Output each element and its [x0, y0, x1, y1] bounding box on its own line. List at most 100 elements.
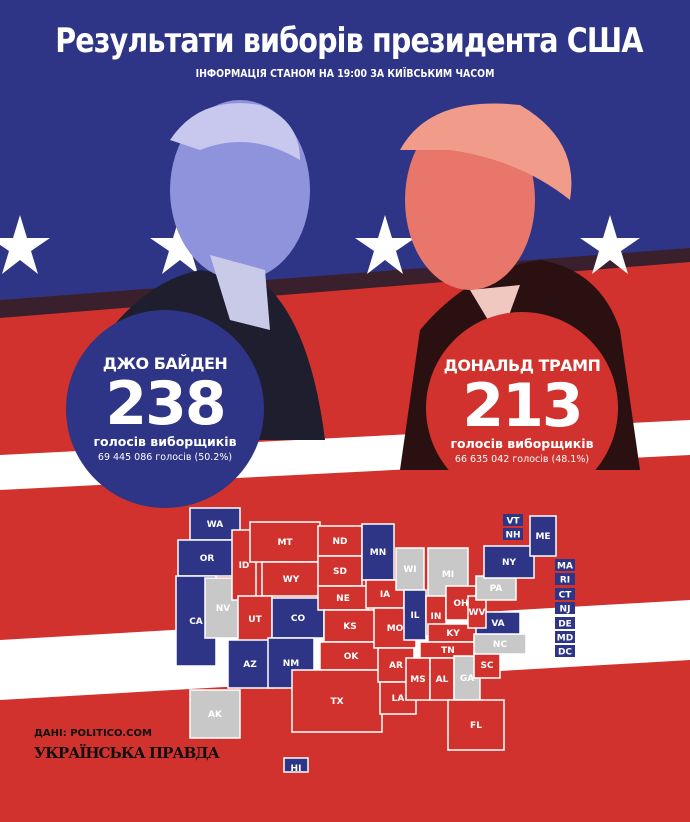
state-nv[interactable]: NV [204, 577, 242, 639]
state-shape[interactable] [555, 602, 575, 614]
state-shape[interactable] [555, 645, 575, 657]
state-label: WA [207, 520, 224, 530]
state-shape[interactable] [361, 523, 395, 581]
state-pa[interactable]: PA [475, 575, 517, 601]
popular-votes: 66 635 042 голосів (48.1%) [454, 454, 590, 465]
state-wa[interactable]: WA [189, 507, 241, 541]
page-title: Результати виборів президента США [55, 21, 643, 61]
state-md[interactable]: MD [555, 631, 575, 644]
state-ok[interactable]: OK [319, 641, 383, 671]
state-label: WV [469, 608, 486, 618]
state-label: AZ [243, 660, 257, 670]
state-shape[interactable] [395, 547, 425, 591]
star-icon [0, 215, 50, 274]
state-nc[interactable]: NC [473, 633, 527, 655]
state-shape[interactable] [555, 559, 575, 571]
state-ny[interactable]: NY [483, 545, 535, 579]
electoral-votes: 213 [462, 371, 583, 441]
state-wi[interactable]: WI [395, 547, 425, 591]
state-label: MI [442, 570, 454, 580]
electoral-label: голосів виборщиків [93, 434, 237, 449]
popular-votes: 69 445 086 голосів (50.2%) [97, 452, 233, 463]
state-shape[interactable] [189, 507, 241, 541]
state-vt[interactable]: VT [503, 514, 523, 527]
state-shape[interactable] [249, 521, 321, 563]
state-de[interactable]: DE [555, 617, 575, 630]
state-shape[interactable] [503, 528, 523, 540]
state-shape[interactable] [227, 639, 273, 689]
state-label: UT [248, 615, 262, 625]
state-wy[interactable]: WY [261, 561, 321, 597]
state-shape[interactable] [283, 757, 309, 773]
state-label: KY [446, 629, 460, 639]
state-label: CO [291, 614, 306, 624]
state-shape[interactable] [483, 545, 535, 579]
state-label: CT [559, 591, 573, 601]
state-shape[interactable] [555, 573, 575, 585]
state-dc[interactable]: DC [555, 645, 575, 658]
state-label: MA [557, 562, 573, 572]
state-ak[interactable]: AK [189, 689, 241, 739]
state-shape[interactable] [555, 631, 575, 643]
state-label: NE [336, 594, 350, 604]
state-label: MN [370, 548, 387, 558]
state-wv[interactable]: WV [467, 595, 487, 629]
state-il[interactable]: IL [403, 589, 427, 641]
state-mn[interactable]: MN [361, 523, 395, 581]
state-ct[interactable]: CT [555, 588, 575, 601]
state-me[interactable]: ME [529, 515, 557, 557]
state-ri[interactable]: RI [555, 573, 575, 586]
state-shape[interactable] [555, 617, 575, 629]
state-label: TX [330, 697, 343, 707]
state-shape[interactable] [237, 595, 273, 643]
state-shape[interactable] [291, 669, 383, 733]
state-label: DE [558, 620, 572, 630]
state-shape[interactable] [261, 561, 321, 597]
candidate-name: ДЖО БАЙДЕН [102, 354, 228, 373]
state-shape[interactable] [503, 514, 523, 526]
state-shape[interactable] [189, 689, 241, 739]
state-tx[interactable]: TX [291, 669, 383, 733]
state-label: DC [558, 648, 572, 658]
state-shape[interactable] [529, 515, 557, 557]
state-label: FL [470, 721, 482, 731]
state-ms[interactable]: MS [405, 657, 431, 701]
state-label: ME [535, 532, 550, 542]
state-al[interactable]: AL [429, 657, 455, 701]
state-ma[interactable]: MA [555, 559, 575, 572]
state-ut[interactable]: UT [237, 595, 273, 643]
state-co[interactable]: CO [271, 597, 325, 639]
state-label: GA [460, 674, 474, 684]
state-label: ND [332, 537, 347, 547]
state-label: MT [277, 538, 293, 548]
state-hi[interactable]: HI [283, 757, 309, 774]
state-or[interactable]: OR [177, 539, 237, 577]
state-fl[interactable]: FL [447, 699, 505, 751]
state-nd[interactable]: ND [317, 525, 363, 557]
state-label: MS [410, 675, 425, 685]
state-ne[interactable]: NE [317, 585, 369, 611]
state-ks[interactable]: KS [323, 609, 377, 643]
state-label: IN [431, 612, 442, 622]
state-label: VA [491, 619, 504, 629]
state-shape[interactable] [317, 585, 369, 611]
state-nh[interactable]: NH [503, 528, 523, 541]
state-shape[interactable] [555, 588, 575, 600]
state-label: RI [560, 576, 570, 586]
state-sd[interactable]: SD [317, 555, 363, 587]
state-shape[interactable] [473, 651, 501, 679]
state-az[interactable]: AZ [227, 639, 273, 689]
state-shape[interactable] [271, 597, 325, 639]
state-shape[interactable] [429, 657, 455, 701]
state-sc[interactable]: SC [473, 651, 501, 679]
state-shape[interactable] [177, 539, 237, 577]
state-label: SD [333, 567, 347, 577]
state-label: PA [490, 584, 503, 594]
state-shape[interactable] [317, 525, 363, 557]
state-label: KS [343, 622, 356, 632]
state-nj[interactable]: NJ [555, 602, 575, 615]
state-mt[interactable]: MT [249, 521, 321, 563]
state-shape[interactable] [447, 699, 505, 751]
star-icon [150, 215, 210, 274]
